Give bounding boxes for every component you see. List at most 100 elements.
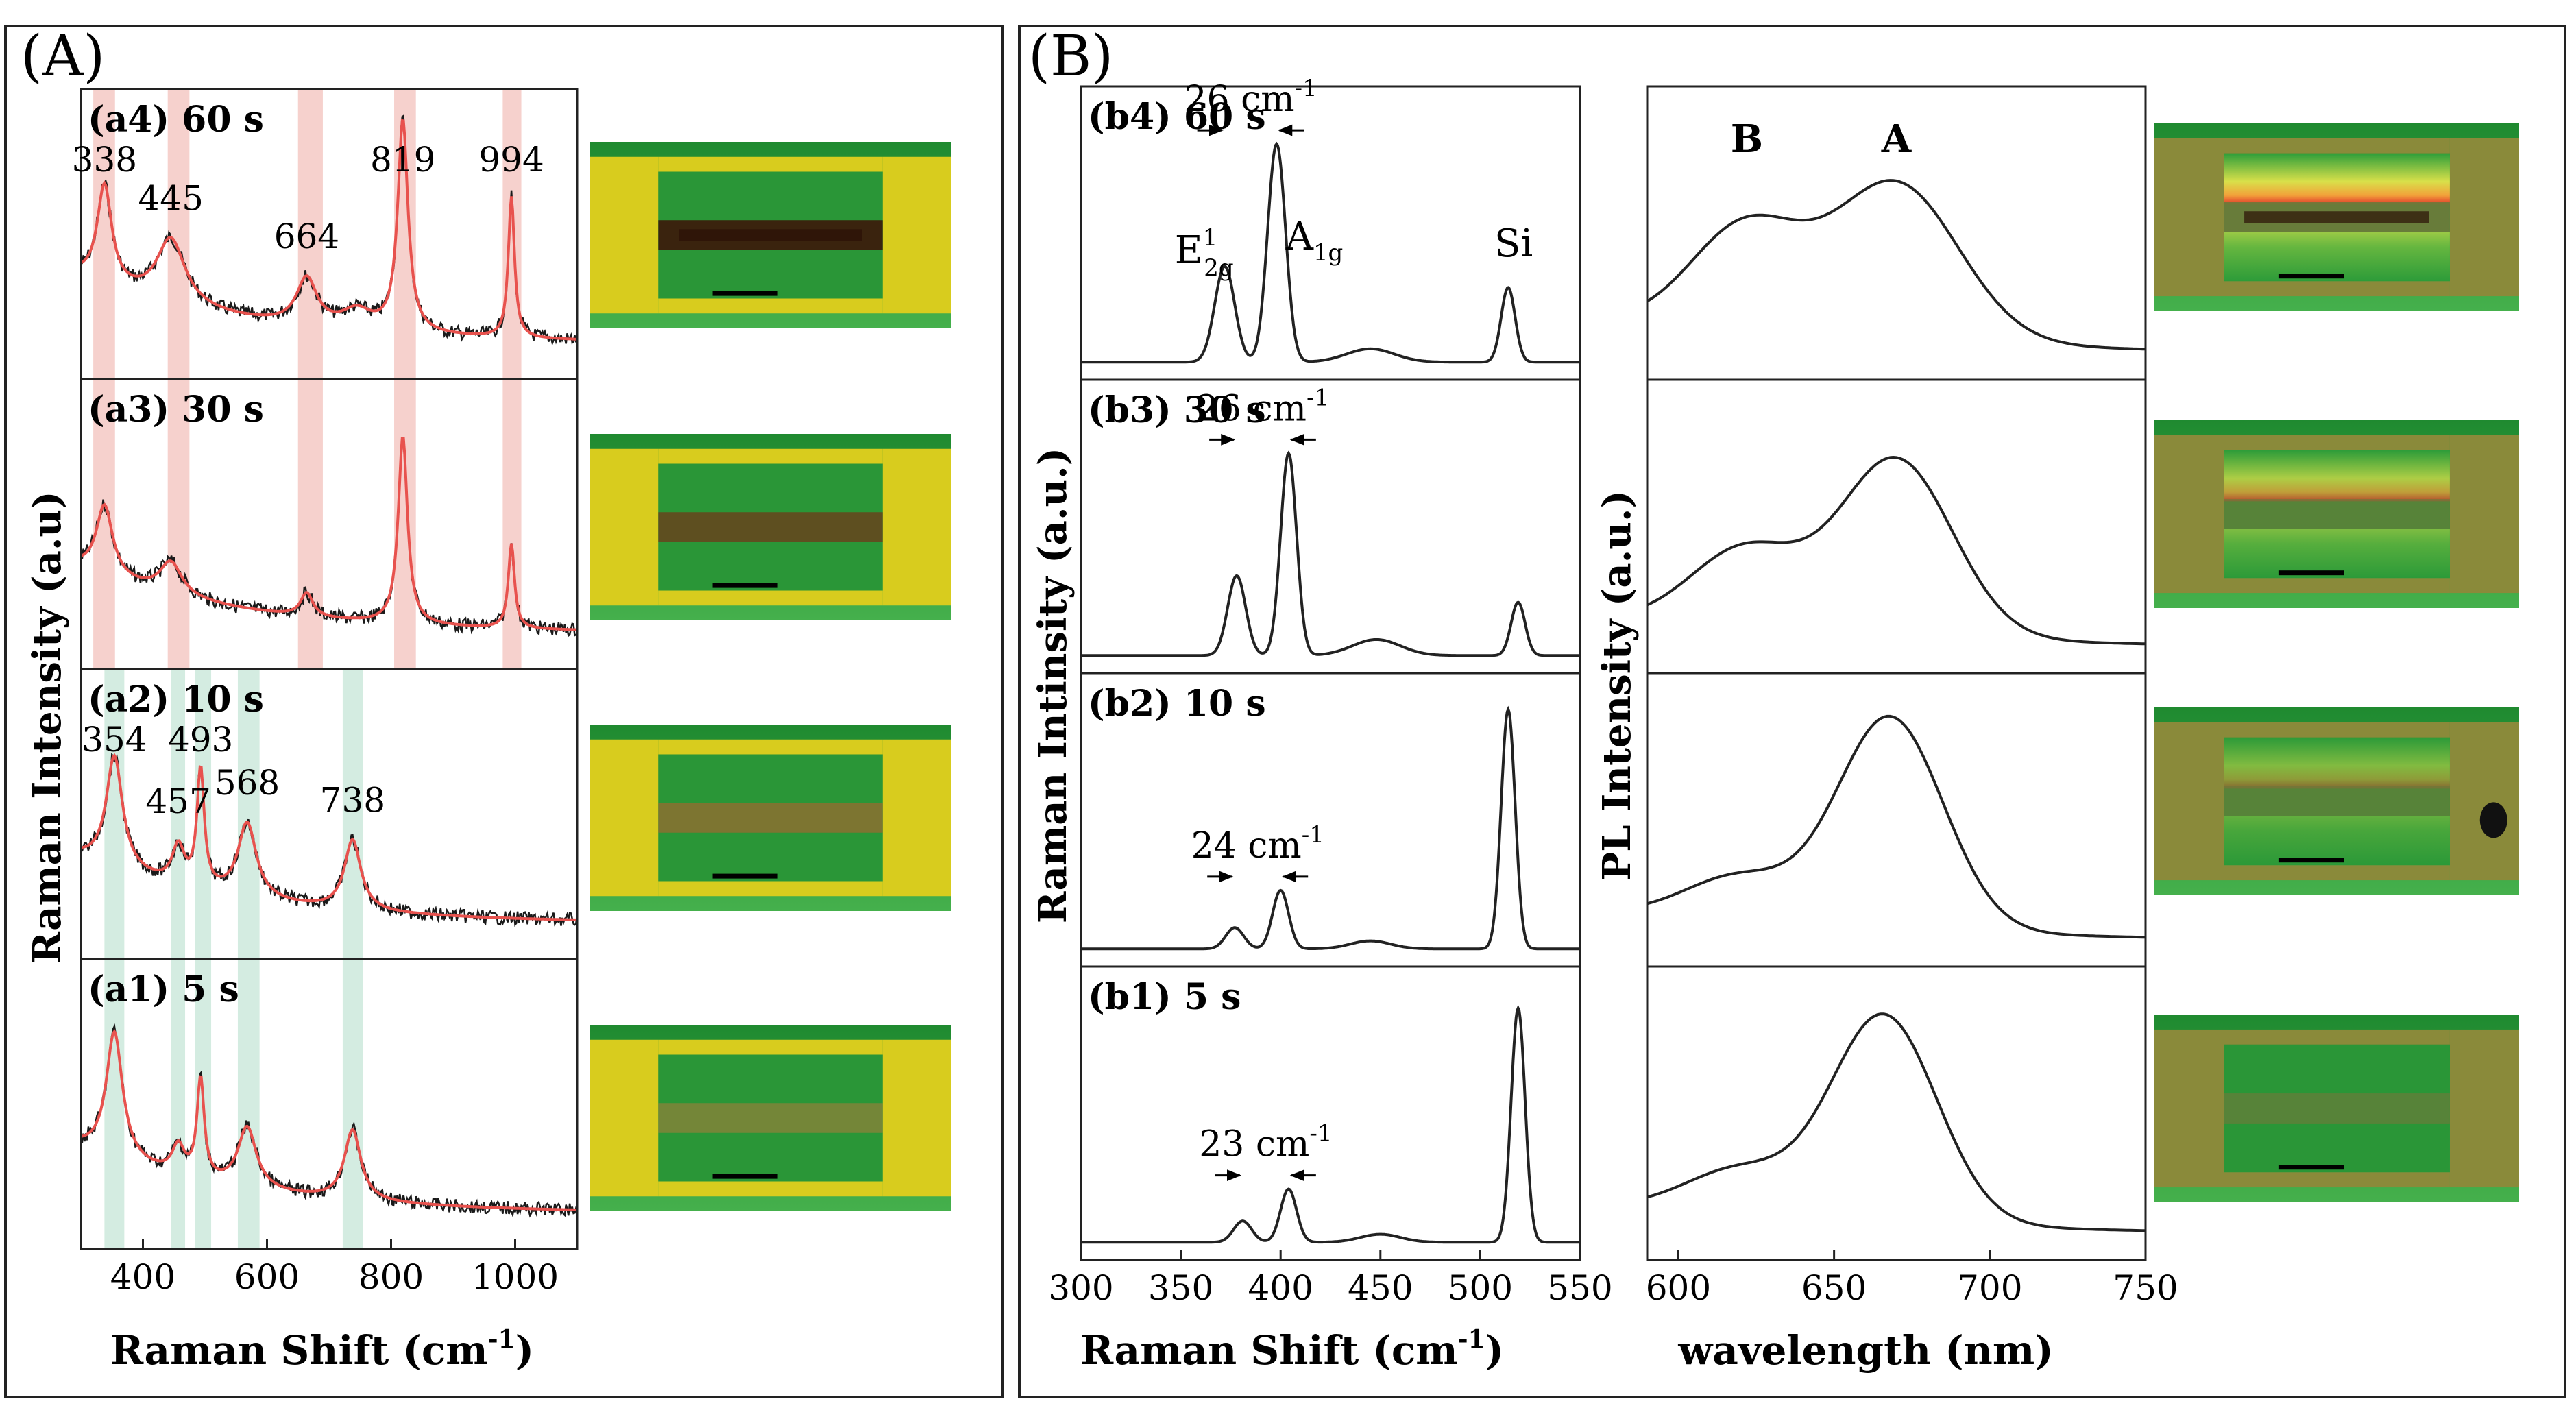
peak-value-a4-994: 994 [478, 140, 544, 180]
peak-value-a4-338: 338 [72, 140, 137, 180]
separation-unit-sup-b1: -1 [1309, 1120, 1332, 1147]
y-axis-label-A: Raman Intensity (a.u) [25, 491, 70, 963]
electrode-right [2449, 435, 2519, 594]
scale-bar [712, 1174, 778, 1179]
spectra-A [80, 114, 579, 1218]
electrode-right [2449, 722, 2519, 881]
subplot-label-a1: (a1) 5 s [88, 969, 239, 1010]
scale-bar [2278, 570, 2344, 576]
peak-value-a2-457: 457 [145, 781, 210, 821]
electrode-top-bar [2224, 138, 2450, 154]
separation-b2: 24 cm-1 [1191, 821, 1324, 866]
x-axis-label-A-main: Raman Shift (cm [110, 1327, 488, 1374]
x-ticks-B-pl: 600 650 700 750 [1646, 1250, 2178, 1308]
electrode-top-bar [2224, 1029, 2450, 1045]
band-a1-0 [104, 960, 125, 1248]
electrode-top-bar [2224, 435, 2450, 450]
peak-value-a4-819: 819 [370, 140, 435, 180]
pl-peak-letter-A: A [1881, 117, 1912, 162]
electrode-bottom-bar [658, 298, 883, 314]
pl-spectrum-pl2 [1647, 714, 2146, 939]
flake-strip [658, 1103, 883, 1133]
spectrum-b2 [1081, 705, 1580, 951]
flake-dark-core [2244, 211, 2429, 223]
x-tick-label-B-raman-350: 350 [1148, 1268, 1213, 1308]
band-a4-4 [502, 90, 522, 378]
electrode-top-bar [658, 739, 883, 755]
electrode-bottom-bar [2224, 578, 2450, 594]
x-ticks-A: 400 600 800 1000 [110, 1239, 559, 1297]
micrographs-A [590, 142, 951, 1211]
micrograph-a3 [590, 434, 951, 620]
band-a4-0 [93, 90, 115, 378]
separation-value-b3: 26 cm [1196, 388, 1307, 429]
x-tick-label-B-raman-550: 550 [1547, 1268, 1612, 1308]
band-a1-1 [171, 960, 186, 1248]
pl-spectrum-pl4 [1646, 179, 2146, 351]
x-tick-label-A-800: 800 [359, 1257, 424, 1297]
flake-strip [658, 512, 883, 542]
spectrum-b1 [1081, 1004, 1580, 1244]
band-a1-3 [237, 960, 260, 1248]
x-axis-label-B-raman: Raman Shift (cm-1) [1080, 1325, 1504, 1374]
separation-b1: 23 cm-1 [1199, 1120, 1332, 1165]
separation-b4: 26 cm-1 [1184, 75, 1317, 120]
x-tick-label-B-raman-450: 450 [1348, 1268, 1413, 1308]
micrograph-b1 [2154, 1015, 2519, 1202]
peak-label-E2g-main: E [1175, 228, 1203, 273]
peak-value-a2-493: 493 [168, 720, 233, 760]
scale-bar [2278, 274, 2344, 279]
scale-bar [712, 583, 778, 588]
glow-top [2224, 737, 2450, 789]
chart-B-raman: 300 350 400 450 500 550 (b4) 60 s26 cm-1E1 2gA… [1030, 75, 1613, 1374]
x-axis-label-B-raman-end: ) [1485, 1327, 1504, 1374]
electrode-top-bar [658, 448, 883, 464]
separation-b3: 26 cm-1 [1196, 384, 1329, 429]
micrographs-B [2154, 123, 2519, 1202]
peak-value-a2-568: 568 [215, 763, 280, 803]
scale-bar [2278, 858, 2344, 863]
panel-label-B: (B) [1028, 24, 1113, 89]
glow-bottom [2224, 816, 2450, 866]
scale-bar [712, 291, 778, 296]
electrode-left [2154, 138, 2224, 297]
subplot-frame-b1 [1080, 965, 1581, 1261]
glow-top [2224, 153, 2450, 205]
spectra-B-pl [1646, 179, 2146, 1232]
subplot-label-a4: (a4) 60 s [88, 99, 264, 141]
panel-B-frame [1018, 25, 2566, 1398]
band-a3-2 [297, 380, 323, 668]
electrode-right [2449, 1029, 2519, 1188]
electrode-bottom-bar [2224, 1172, 2450, 1188]
x-axis-label-A: Raman Shift (cm-1) [110, 1325, 534, 1374]
electrode-right [882, 1039, 951, 1197]
peak-value-a4-445: 445 [138, 178, 204, 218]
peak-label-A1g: A1g [1285, 215, 1343, 267]
band-a2-4 [342, 670, 363, 958]
band-a2-3 [237, 670, 260, 958]
electrode-bottom-bar [658, 1181, 883, 1197]
x-tick-label-A-400: 400 [110, 1257, 175, 1297]
peak-label-Si: Si [1494, 221, 1533, 266]
x-axis-label-A-end: ) [515, 1327, 534, 1374]
electrode-bottom-bar [2224, 865, 2450, 881]
electrode-bottom-bar [658, 881, 883, 897]
electrode-right [882, 156, 951, 314]
glow-bottom [2224, 529, 2450, 579]
x-tick-label-B-raman-500: 500 [1448, 1268, 1513, 1308]
peak-value-a2-738: 738 [320, 780, 385, 820]
band-a2-1 [171, 670, 186, 958]
electrode-bottom-bar [2224, 281, 2450, 297]
peak-label-E2g-sub: 2g [1204, 254, 1233, 282]
separation-unit-sup-b4: -1 [1295, 75, 1317, 102]
x-tick-label-B-pl-600: 600 [1646, 1268, 1711, 1308]
electrode-left [590, 1039, 659, 1197]
subplot-label-b4: (b4) 60 s [1088, 96, 1266, 138]
subplot-label-b2: (b2) 10 s [1088, 683, 1266, 725]
pl-spectrum-pl3 [1647, 455, 2146, 646]
x-axis-label-A-sup: -1 [488, 1325, 515, 1354]
band-a3-1 [167, 380, 190, 668]
